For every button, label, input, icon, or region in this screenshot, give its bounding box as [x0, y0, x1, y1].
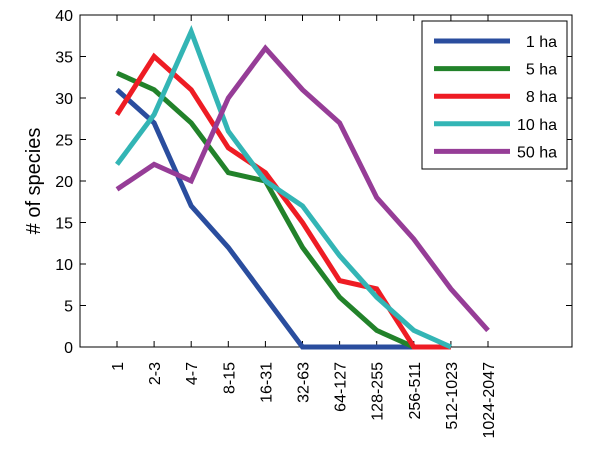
- legend: 1 ha 5 ha 8 ha 10 ha 50 ha: [421, 20, 568, 170]
- y-tick-label: 25: [55, 133, 73, 150]
- y-tick-label: 30: [55, 91, 73, 108]
- legend-label: 50 ha: [517, 144, 557, 161]
- series-line-5-ha: [115, 70, 415, 350]
- y-tick-label: 10: [55, 257, 73, 274]
- y-tick-label: 5: [64, 299, 73, 316]
- x-tick-label: 8-15: [221, 362, 238, 394]
- series-line-10-ha: [114, 25, 452, 350]
- legend-label: 8 ha: [526, 89, 557, 106]
- series-line-1-ha: [115, 87, 414, 350]
- x-tick-label: 512-1023: [444, 362, 461, 430]
- y-tick-label: 20: [55, 174, 73, 191]
- x-tick-label: 16-31: [258, 362, 275, 403]
- legend-label: 5 ha: [526, 62, 557, 79]
- x-tick-label: 256-511: [407, 362, 424, 420]
- x-tick-label: 2-3: [147, 362, 164, 385]
- y-tick-label: 40: [55, 8, 73, 25]
- legend-label: 1 ha: [526, 34, 557, 51]
- x-tick-label: 128-255: [370, 362, 387, 421]
- legend-label: 10 ha: [517, 117, 557, 134]
- y-tick-label: 0: [64, 340, 73, 357]
- x-tick-label: 32-63: [296, 362, 313, 403]
- series-lines: [114, 25, 490, 350]
- y-axis-ticks: 0 5 10 15 20 25 30 35 40: [55, 8, 572, 357]
- series-line-50-ha: [115, 44, 490, 333]
- x-axis-ticks: 1 2-3 4-7 8-15 16-31 32-63 64-127 128-255 256-51…: [110, 15, 498, 439]
- y-tick-label: 15: [55, 216, 73, 233]
- x-tick-label: 1024-2047: [481, 362, 498, 439]
- y-tick-label: 35: [55, 50, 73, 67]
- x-tick-label: 4-7: [184, 362, 201, 385]
- y-axis-title: # of species: [23, 128, 45, 235]
- x-tick-label: 64-127: [333, 362, 350, 412]
- y-axis-title-group: # of species: [23, 128, 45, 235]
- x-tick-label: 1: [110, 362, 127, 371]
